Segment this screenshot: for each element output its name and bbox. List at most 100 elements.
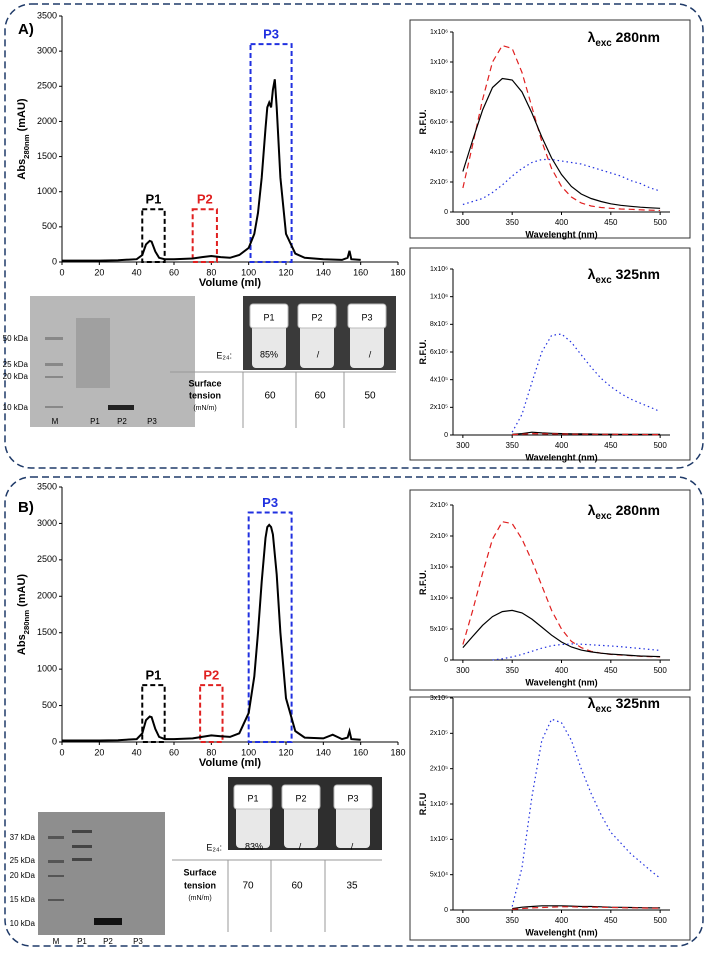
y-axis-title: R.F.U <box>418 793 428 816</box>
y-axis-title: R.F.U. <box>418 109 428 134</box>
gel-lane-label: P3 <box>147 417 157 426</box>
table-cell: 60 <box>314 391 326 402</box>
fraction-box <box>141 684 166 744</box>
table-lines <box>170 371 396 428</box>
table-header: tension <box>184 880 216 890</box>
y-tick-label: 2x10⁵ <box>430 179 448 186</box>
e24-value: / <box>317 349 320 359</box>
x-tick-label: 80 <box>206 747 216 757</box>
gel-lane-label: P2 <box>103 937 113 946</box>
y-tick-label: 6x10⁵ <box>430 119 448 126</box>
fraction-box <box>247 511 293 743</box>
x-tick-label: 350 <box>506 916 520 925</box>
e24-label: E₂₄: <box>216 350 232 360</box>
table-header: (mN/m) <box>188 895 211 902</box>
data-line <box>492 643 661 661</box>
text-part: (mAU) <box>16 98 28 134</box>
y-tick-label: 1000 <box>37 664 57 674</box>
table-header: Surface <box>188 378 221 388</box>
x-tick-label: 40 <box>132 747 142 757</box>
y-tick-label: 3000 <box>37 46 57 56</box>
x-tick-label: 400 <box>555 441 569 450</box>
x-axis-title: Volume (ml) <box>199 757 261 769</box>
data-line <box>512 432 661 436</box>
gel-band <box>108 405 134 410</box>
fraction-label: P3 <box>263 27 279 42</box>
e24-value: / <box>369 349 372 359</box>
y-axis-title: Abs280nm (mAU) <box>16 574 31 656</box>
gel-marker-label: 15 kDa <box>10 895 36 904</box>
table-cell: 60 <box>291 881 303 892</box>
text-part: (mAU) <box>16 574 28 610</box>
y-tick-label: 2x10⁶ <box>430 533 448 540</box>
table-header: Surface <box>183 867 216 877</box>
text-part: 325nm <box>612 695 660 711</box>
chart-title: λexc 280nm <box>588 29 660 49</box>
gel-marker-label: 20 kDa <box>3 372 29 381</box>
text-part: exc <box>595 275 612 286</box>
x-tick-label: 120 <box>278 747 293 757</box>
gel-lane-label: M <box>52 417 59 426</box>
x-tick-label: 0 <box>59 267 64 277</box>
y-tick-label: 1x10⁶ <box>430 564 448 571</box>
table-header: (mN/m) <box>193 405 216 412</box>
fraction-box <box>199 684 224 744</box>
chart-frame <box>409 19 691 239</box>
gel-marker-label: 10 kDa <box>3 403 29 412</box>
text-part: λ <box>588 266 596 282</box>
chart-title: λexc 325nm <box>588 266 660 286</box>
x-tick-label: 350 <box>506 218 520 227</box>
y-tick-label: 1x10⁶ <box>430 595 448 602</box>
y-tick-label: 0 <box>52 256 57 266</box>
y-tick-label: 1x10⁶ <box>430 294 448 301</box>
data-line <box>511 718 661 907</box>
x-tick-label: 500 <box>653 441 667 450</box>
x-tick-label: 400 <box>555 916 569 925</box>
y-tick-label: 500 <box>42 221 57 231</box>
gel-smear <box>76 318 110 388</box>
y-tick-label: 0 <box>52 736 57 746</box>
y-tick-label: 1x10⁵ <box>430 836 448 843</box>
e24-value: / <box>351 841 354 851</box>
x-tick-label: 100 <box>241 747 256 757</box>
y-tick-label: 2000 <box>37 116 57 126</box>
chart-title: λexc 325nm <box>588 695 660 715</box>
chart-frame <box>409 489 691 691</box>
data-line <box>462 521 661 658</box>
vial-label: P3 <box>361 312 372 322</box>
x-tick-label: 160 <box>353 267 368 277</box>
y-tick-label: 0 <box>444 432 448 439</box>
x-tick-label: 300 <box>456 916 470 925</box>
y-tick-label: 5x10⁵ <box>430 626 448 633</box>
gel-marker-label: 37 kDa <box>10 833 36 842</box>
text-part: R.F.U. <box>418 109 428 134</box>
text-part: R.F.U. <box>418 339 428 364</box>
y-tick-label: 0 <box>444 907 448 914</box>
x-axis-title: Wavelenght (nm) <box>525 927 597 937</box>
y-tick-label: 5x10⁴ <box>430 872 448 879</box>
x-tick-label: 80 <box>206 267 216 277</box>
x-tick-label: 450 <box>604 441 618 450</box>
y-tick-label: 2x10⁵ <box>430 730 448 737</box>
data-line <box>512 906 661 910</box>
x-tick-label: 350 <box>506 441 520 450</box>
y-tick-label: 2x10⁵ <box>430 404 448 411</box>
x-tick-label: 140 <box>316 747 331 757</box>
gel-marker-label: 20 kDa <box>10 871 36 880</box>
y-tick-label: 2500 <box>37 554 57 564</box>
y-tick-label: 1x10⁶ <box>430 29 448 36</box>
data-line <box>462 44 661 212</box>
y-axis-title: Abs280nm (mAU) <box>16 98 31 180</box>
text-part: 280nm <box>22 610 31 635</box>
y-tick-label: 1x10⁵ <box>430 801 448 808</box>
y-tick-label: 500 <box>42 700 57 710</box>
x-tick-label: 300 <box>456 666 470 675</box>
chart-frame <box>409 696 691 941</box>
text-part: λ <box>588 695 596 711</box>
gel-image <box>38 812 165 935</box>
table-cell: 35 <box>346 881 358 892</box>
fraction-label: P1 <box>146 668 162 683</box>
y-tick-label: 0 <box>444 209 448 216</box>
vial-label: P2 <box>295 793 306 803</box>
